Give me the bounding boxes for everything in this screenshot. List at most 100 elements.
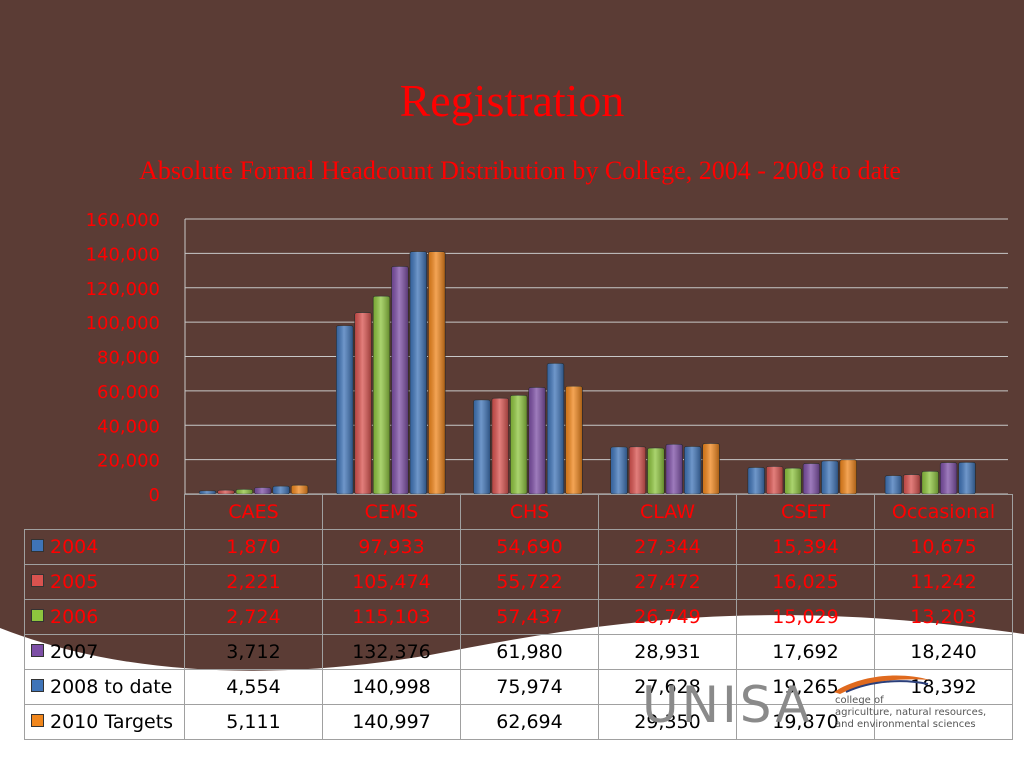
y-tick-label: 120,000	[86, 279, 160, 300]
bar-shading	[610, 447, 628, 494]
bar-shading	[254, 487, 272, 494]
bar-shading	[336, 325, 354, 494]
bar-shading	[921, 471, 939, 494]
series-name: 2005	[50, 571, 99, 593]
data-label: 97,933	[322, 529, 461, 565]
data-label: 140,997	[322, 704, 461, 740]
table-row: 2004 1,870 97,933 54,690 27,344 15,394 10,675	[24, 529, 1013, 565]
bar-shading	[885, 475, 902, 494]
data-label: 16,025	[736, 564, 875, 600]
legend-entry: 2008 to date	[24, 669, 185, 705]
bar-shading	[958, 462, 976, 494]
data-label: 75,974	[460, 669, 599, 705]
bar-shading	[354, 312, 372, 494]
y-tick-label: 140,000	[86, 244, 160, 265]
data-label: 13,203	[874, 599, 1013, 635]
data-label: 4,554	[184, 669, 323, 705]
data-label: 15,394	[736, 529, 875, 565]
bar-shading	[491, 398, 509, 494]
data-label: 2,724	[184, 599, 323, 635]
bar-shading	[684, 446, 702, 494]
table-row: 2005 2,221 105,474 55,722 27,472 16,025 11,242	[24, 564, 1013, 600]
data-label: 62,694	[460, 704, 599, 740]
bar-shading	[373, 296, 390, 494]
bar-shading	[272, 486, 290, 494]
bar-shading	[473, 400, 491, 494]
bar-shading	[629, 446, 646, 494]
bar-shading	[784, 468, 802, 494]
bar-shading	[235, 489, 253, 494]
bar-shading	[839, 459, 857, 494]
bar-shading	[291, 485, 308, 494]
data-label: 15,029	[736, 599, 875, 635]
bar-shading	[665, 444, 683, 494]
data-label: 61,980	[460, 634, 599, 670]
series-name: 2006	[50, 606, 99, 628]
y-tick-label: 100,000	[86, 313, 160, 334]
series-name: 2007	[50, 641, 99, 663]
bar-shading	[409, 251, 427, 494]
data-label: 5,111	[184, 704, 323, 740]
data-label: 27,628	[598, 669, 737, 705]
bar-shading	[547, 363, 564, 494]
bar-shading	[940, 462, 958, 494]
bar-shading	[428, 251, 446, 494]
data-label: 2,221	[184, 564, 323, 600]
legend-entry: 2010 Targets	[24, 704, 185, 740]
bar-shading	[510, 395, 528, 494]
logo-subtitle: college of agriculture, natural resource…	[835, 695, 986, 731]
legend-entry: 2004	[24, 529, 185, 565]
bars	[198, 251, 976, 495]
gridlines	[184, 218, 1008, 495]
data-label: 132,376	[322, 634, 461, 670]
category-label: CLAW	[598, 494, 737, 530]
slide-title: Registration	[399, 75, 625, 126]
bar-shading	[391, 266, 409, 494]
logo-line-1: college of	[835, 695, 884, 706]
legend-key-icon	[31, 714, 44, 727]
legend-entry: 2007	[24, 634, 185, 670]
series-name: 2004	[50, 536, 99, 558]
logo-wordmark: UNISA	[642, 676, 813, 734]
logo-swoosh-icon	[834, 675, 930, 694]
series-name: 2008 to date	[50, 676, 173, 698]
data-label: 18,240	[874, 634, 1013, 670]
legend-key-icon	[31, 644, 44, 657]
data-label: 55,722	[460, 564, 599, 600]
y-tick-label: 20,000	[97, 451, 160, 472]
chart-data-table: CAES CEMS CHS CLAW CSET Occasional 2004 1,870 97…	[24, 494, 1013, 740]
data-label: 27,344	[598, 529, 737, 565]
data-label: 10,675	[874, 529, 1013, 565]
category-label: CHS	[460, 494, 599, 530]
unisa-logo: UNISA college of agriculture, natural re…	[640, 668, 1000, 738]
legend-entry: 2005	[24, 564, 185, 600]
data-label: 26,749	[598, 599, 737, 635]
category-label: CAES	[184, 494, 323, 530]
legend-key-icon	[31, 679, 44, 692]
y-axis-tick-labels: 0 20,000 40,000 60,000 80,000 100,000 120,000 1…	[86, 210, 160, 506]
data-label: 27,472	[598, 564, 737, 600]
bar-shading	[766, 466, 784, 494]
data-label: 140,998	[322, 669, 461, 705]
data-label: 57,437	[460, 599, 599, 635]
bar-shading	[702, 443, 720, 494]
y-tick-label: 0	[149, 485, 160, 506]
data-label: 19,870	[736, 704, 875, 740]
y-tick-label: 80,000	[97, 348, 160, 369]
bar-shading	[199, 490, 216, 494]
y-tick-label: 160,000	[86, 210, 160, 231]
bar-shading	[528, 387, 546, 494]
bar-shading	[217, 490, 235, 494]
data-label: 17,692	[736, 634, 875, 670]
bar-shading	[565, 386, 583, 494]
data-label: 11,242	[874, 564, 1013, 600]
table-row: 2010 Targets 5,111 140,997 62,694 29,350 19,8…	[24, 704, 1013, 740]
data-label: 1,870	[184, 529, 323, 565]
y-tick-label: 40,000	[97, 416, 160, 437]
slide-subtitle: Absolute Formal Headcount Distribution b…	[139, 156, 901, 185]
legend-entry: 2006	[24, 599, 185, 635]
table-corner	[25, 495, 185, 530]
category-label: CEMS	[322, 494, 461, 530]
table-header-row: CAES CEMS CHS CLAW CSET Occasional	[25, 494, 1013, 530]
